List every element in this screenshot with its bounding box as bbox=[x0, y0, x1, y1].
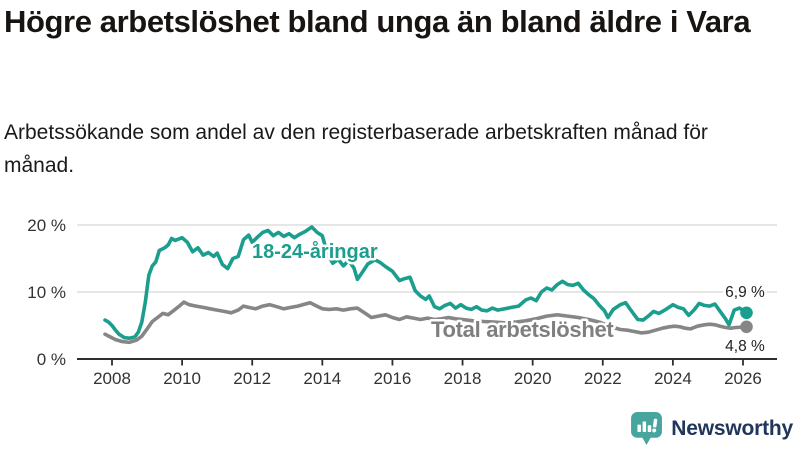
x-axis-tick-label: 2012 bbox=[233, 369, 271, 388]
chart-subtitle: Arbetssökande som andel av den registerb… bbox=[4, 121, 708, 177]
x-axis-tick-label: 2020 bbox=[514, 369, 552, 388]
x-axis-tick-label: 2022 bbox=[584, 369, 622, 388]
total-end-value-label: 4,8 % bbox=[725, 338, 765, 355]
x-axis-tick-label: 2026 bbox=[724, 369, 762, 388]
total-unemployment-line bbox=[103, 300, 749, 345]
newsworthy-wordmark: Newsworthy bbox=[671, 416, 793, 440]
gridlines bbox=[77, 224, 777, 293]
x-axis-tick-label: 2024 bbox=[654, 369, 692, 388]
youth-end-value-label: 6,9 % bbox=[725, 284, 765, 301]
x-axis-tick-label: 2008 bbox=[93, 369, 131, 388]
series-end-dots bbox=[740, 306, 753, 334]
bar-chart-speech-bubble-icon bbox=[631, 412, 663, 445]
y-axis-tick-label: 0 % bbox=[37, 350, 66, 369]
youth-series-label: 18-24-åringar bbox=[252, 240, 378, 263]
y-axis-tick-label: 10 % bbox=[27, 283, 66, 302]
y-axis-labels: 0 % 10 % 20 % bbox=[27, 216, 66, 369]
x-axis-tick-label: 2018 bbox=[444, 369, 482, 388]
total-series-label: Total arbetslöshet bbox=[431, 317, 614, 342]
chart-title: Högre arbetslöshet bland unga än bland ä… bbox=[4, 4, 751, 39]
x-axis-tick-label: 2016 bbox=[374, 369, 412, 388]
end-dot bbox=[740, 306, 753, 320]
x-axis-tick-label: 2014 bbox=[303, 369, 341, 388]
y-axis-tick-label: 20 % bbox=[27, 216, 66, 235]
x-axis-labels: 2008 2010 2012 2014 2016 2018 2020 2022 2024 2026 bbox=[93, 369, 762, 388]
youth-unemployment-line bbox=[103, 225, 749, 341]
newsworthy-logo[interactable]: Newsworthy bbox=[630, 411, 793, 446]
x-axis-ticks bbox=[111, 359, 744, 366]
x-axis-tick-label: 2010 bbox=[163, 369, 201, 388]
end-dot bbox=[740, 320, 753, 334]
